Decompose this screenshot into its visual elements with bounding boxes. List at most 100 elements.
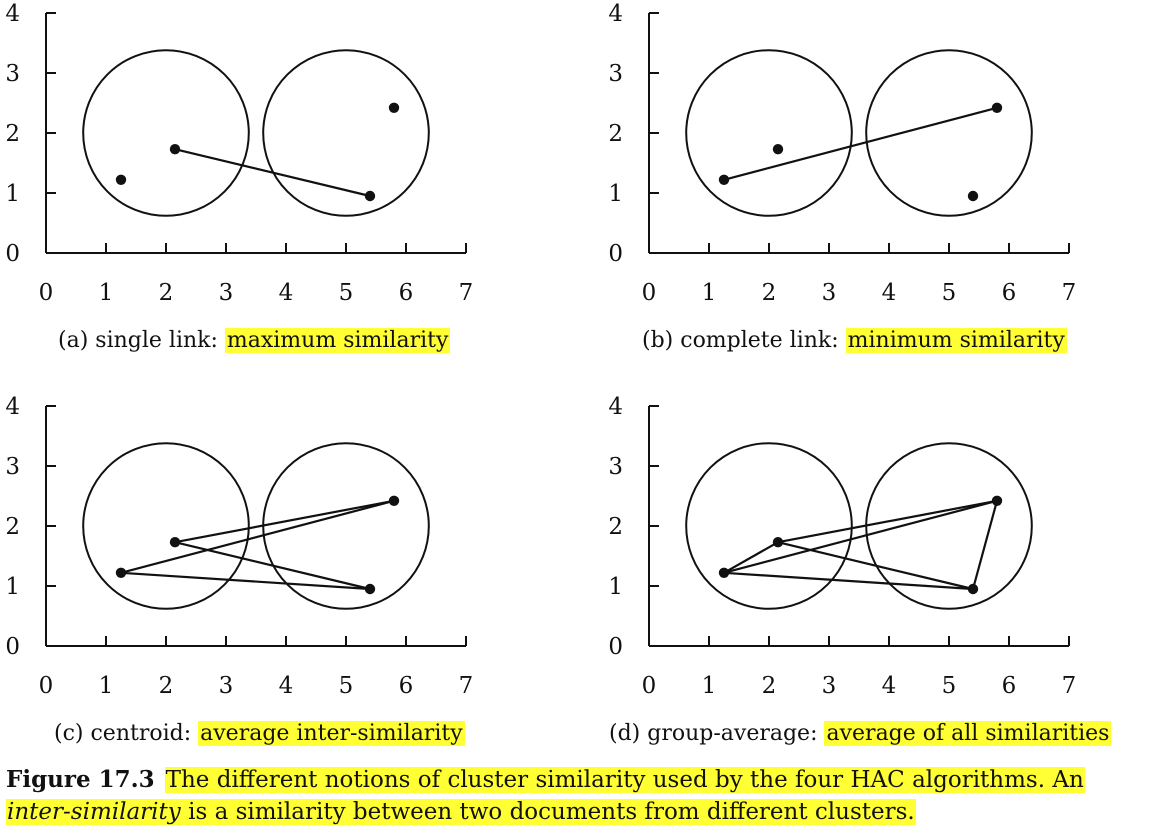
panel-a-cluster-circle-2 [262, 49, 430, 217]
panel-a-x-tick-label: 4 [279, 280, 294, 306]
panel-d-link [777, 499, 998, 544]
panel-b-caption-highlight: minimum similarity [845, 328, 1067, 353]
panel-a-x-tick-label: 5 [339, 280, 354, 306]
panel-b-y-tick-label: 4 [608, 1, 623, 27]
figure-caption-term: inter-similarity [7, 799, 181, 825]
panel-a-point-1 [115, 174, 127, 185]
panel-d-point-2 [772, 537, 784, 548]
panel-a-point-2 [169, 144, 181, 155]
panel-d-link [971, 500, 999, 590]
panel-c-link [174, 499, 395, 544]
panel-c-x-tick-label: 5 [339, 673, 354, 699]
panel-a-caption: (a) single link: maximum similarity [58, 326, 451, 356]
panel-a-x-tick-label: 7 [459, 280, 474, 306]
figure-caption-text-1: The different notions of cluster similar… [164, 767, 1085, 793]
panel-d-x-tick-label: 5 [942, 673, 957, 699]
panel-a-x-tick-label: 3 [219, 280, 234, 306]
panel-c-x-tick-label: 1 [99, 673, 114, 699]
panel-d-y-tick-label: 3 [608, 454, 623, 480]
panel-a-x-tick-label: 6 [399, 280, 414, 306]
panel-d-caption-prefix: (d) group-average: [609, 721, 825, 746]
panel-c-point-4 [364, 583, 376, 595]
panel-b-point-1 [718, 174, 730, 185]
panel-c-point-3 [388, 495, 400, 506]
panel-c-y-tick-label: 2 [5, 514, 20, 540]
panel-d-x-tick-label: 4 [882, 673, 897, 699]
panel-a-cluster-circle-1 [82, 49, 250, 217]
panel-d-y-tick-label: 0 [608, 634, 623, 660]
panel-b-y-tick-label: 3 [608, 61, 623, 87]
panel-c-point-2 [169, 537, 181, 548]
panel-c-x-tick-label: 6 [399, 673, 414, 699]
panel-c-y-tick-label: 3 [5, 454, 20, 480]
panel-a-x-tick-label: 2 [159, 280, 174, 306]
panel-c-caption-prefix: (c) centroid: [54, 721, 199, 746]
panel-b-x-tick-label: 0 [642, 280, 657, 306]
panel-c-y-tick-label: 1 [5, 574, 20, 600]
panel-b-x-tick-label: 3 [822, 280, 837, 306]
panel-d-link [723, 499, 998, 574]
panel-d-cluster-circle-1 [685, 442, 853, 610]
panel-d-link [723, 541, 779, 574]
figure-caption: Figure 17.3 The different notions of clus… [6, 764, 1156, 828]
panel-d-link [723, 571, 974, 591]
panel-c-caption-highlight: average inter-similarity [198, 721, 465, 746]
panel-c-y-tick-label: 4 [5, 394, 20, 420]
panel-c-caption: (c) centroid: average inter-similarity [54, 719, 465, 749]
panel-d-point-3 [991, 495, 1003, 506]
panel-d-x-tick-label: 0 [642, 673, 657, 699]
panel-a-y-tick-label: 3 [5, 61, 20, 87]
panel-b-caption-prefix: (b) complete link: [642, 328, 846, 353]
panel-b-x-tick-label: 4 [882, 280, 897, 306]
panel-d-point-1 [718, 567, 730, 578]
panel-c-x-tick-label: 3 [219, 673, 234, 699]
panel-c-link [120, 571, 371, 591]
panel-b-link [723, 106, 998, 181]
panel-d-y-tick-label: 1 [608, 574, 623, 600]
panel-b-cluster-circle-1 [685, 49, 853, 217]
panel-d-x-tick-label: 7 [1062, 673, 1077, 699]
figure-label: Figure 17.3 [6, 766, 155, 793]
panel-d-y-tick-label: 4 [608, 394, 623, 420]
panel-c-x-tick-label: 4 [279, 673, 294, 699]
panel-a-point-4 [364, 190, 376, 202]
panel-c-y-tick-label: 0 [5, 634, 20, 660]
panel-a-y-tick-label: 1 [5, 181, 20, 207]
panel-a-point-3 [388, 102, 400, 114]
panel-d-x-tick-label: 2 [762, 673, 777, 699]
panel-a-y-tick-label: 4 [5, 1, 20, 27]
panel-c-point-1 [115, 567, 127, 578]
panel-b-x-tick-label: 6 [1002, 280, 1017, 306]
panel-b-y-tick-label: 0 [608, 241, 623, 267]
panel-c-link [174, 541, 371, 591]
panel-d-caption-highlight: average of all similarities [824, 721, 1112, 746]
panel-d-x-tick-label: 3 [822, 673, 837, 699]
panel-c-x-tick-label: 2 [159, 673, 174, 699]
panel-d-y-tick-label: 2 [608, 514, 623, 540]
panel-c-link [120, 499, 395, 574]
figure-caption-text-2: is a similarity between two documents fr… [180, 799, 915, 825]
panel-a-x-tick-label: 0 [39, 280, 54, 306]
panel-d-point-4 [967, 583, 979, 595]
panel-b-y-tick-label: 1 [608, 181, 623, 207]
panel-b-point-4 [967, 190, 979, 202]
panel-d-x-tick-label: 1 [702, 673, 717, 699]
panel-c-cluster-circle-1 [82, 442, 250, 610]
panel-b-x-tick-label: 1 [702, 280, 717, 306]
panel-b-caption: (b) complete link: minimum similarity [642, 326, 1067, 356]
panel-a-x-tick-label: 1 [99, 280, 114, 306]
panel-d-caption: (d) group-average: average of all simila… [609, 719, 1112, 749]
panel-b-point-2 [772, 144, 784, 155]
panel-d-link [777, 541, 974, 591]
panel-d-x-tick-label: 6 [1002, 673, 1017, 699]
panel-b-x-tick-label: 7 [1062, 280, 1077, 306]
panel-a-caption-highlight: maximum similarity [224, 328, 451, 353]
panel-a-caption-prefix: (a) single link: [58, 328, 225, 353]
panel-b-x-tick-label: 2 [762, 280, 777, 306]
panel-a-y-tick-label: 0 [5, 241, 20, 267]
panel-b-x-tick-label: 5 [942, 280, 957, 306]
